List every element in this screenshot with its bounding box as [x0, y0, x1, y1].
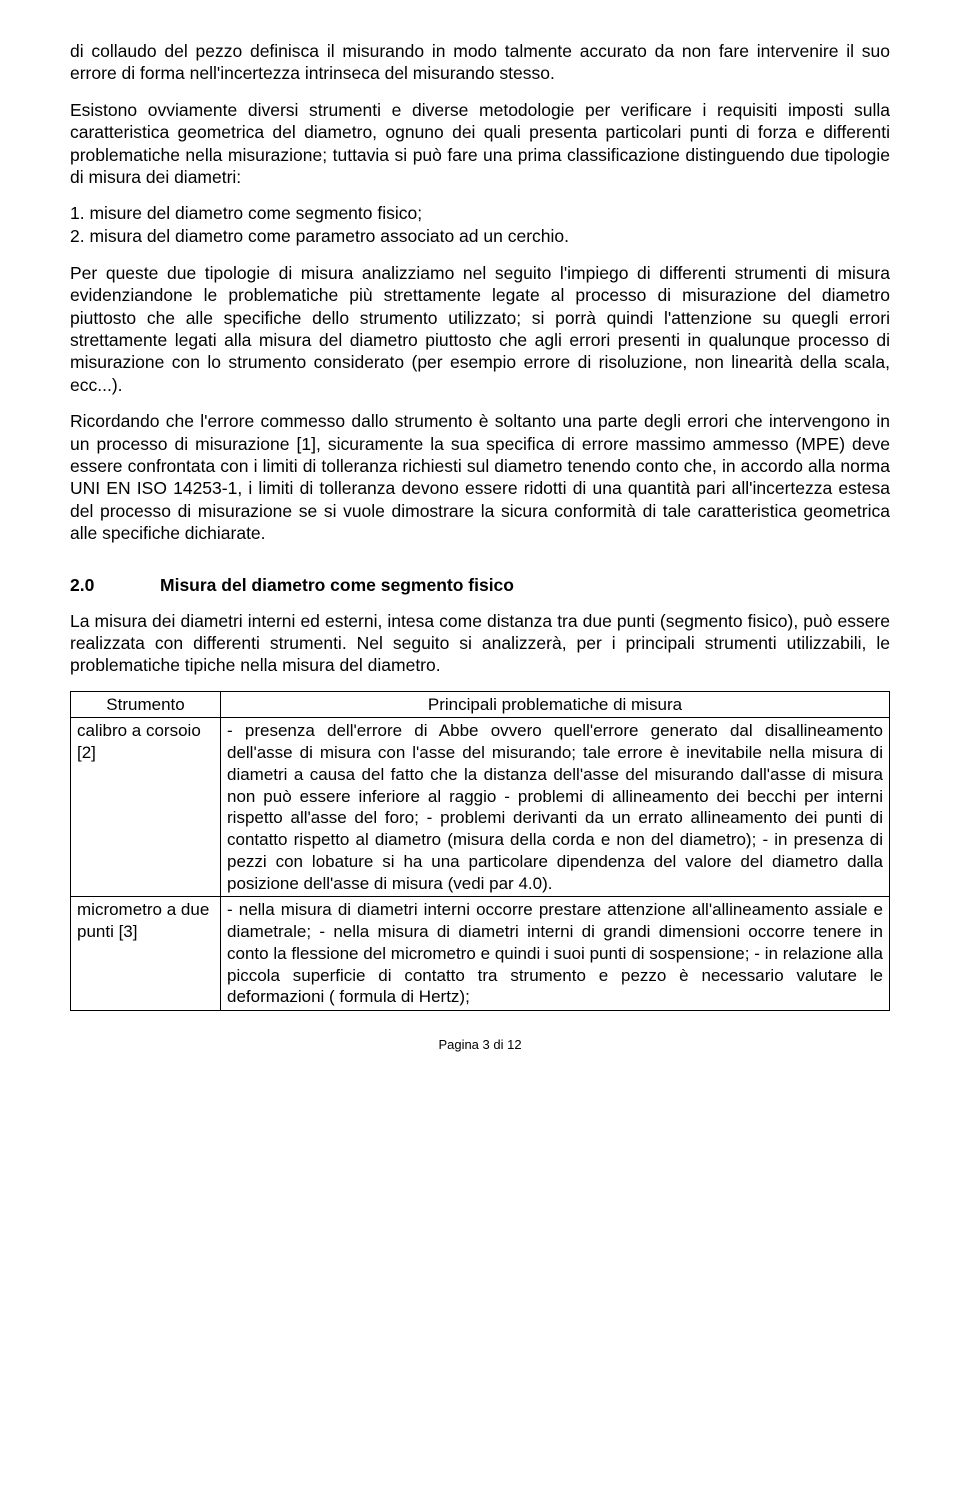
table-cell-problems: - nella misura di diametri interni occor… — [221, 897, 890, 1011]
paragraph-segment-intro: La misura dei diametri interni ed estern… — [70, 610, 890, 677]
paragraph-analysis: Per queste due tipologie di misura anali… — [70, 262, 890, 396]
section-number: 2.0 — [70, 575, 160, 596]
table-header-problems: Principali problematiche di misura — [221, 691, 890, 718]
paragraph-mpe: Ricordando che l'errore commesso dallo s… — [70, 410, 890, 544]
page-footer: Pagina 3 di 12 — [70, 1037, 890, 1052]
list-item-2: 2. misura del diametro come parametro as… — [70, 225, 890, 248]
table-row: calibro a corsoio [2] - presenza dell'er… — [71, 718, 890, 897]
paragraph-intro-continued: di collaudo del pezzo definisca il misur… — [70, 40, 890, 85]
list-item-1: 1. misure del diametro come segmento fis… — [70, 202, 890, 225]
table-header-instrument: Strumento — [71, 691, 221, 718]
table-row: micrometro a due punti [3] - nella misur… — [71, 897, 890, 1011]
paragraph-classification: Esistono ovviamente diversi strumenti e … — [70, 99, 890, 189]
table-cell-instrument: calibro a corsoio [2] — [71, 718, 221, 897]
instruments-table: Strumento Principali problematiche di mi… — [70, 691, 890, 1012]
table-cell-problems: - presenza dell'errore di Abbe ovvero qu… — [221, 718, 890, 897]
table-cell-instrument: micrometro a due punti [3] — [71, 897, 221, 1011]
document-page: di collaudo del pezzo definisca il misur… — [0, 0, 960, 1072]
section-title: Misura del diametro come segmento fisico — [160, 575, 514, 595]
section-heading: 2.0Misura del diametro come segmento fis… — [70, 575, 890, 596]
table-header-row: Strumento Principali problematiche di mi… — [71, 691, 890, 718]
numbered-list: 1. misure del diametro come segmento fis… — [70, 202, 890, 248]
